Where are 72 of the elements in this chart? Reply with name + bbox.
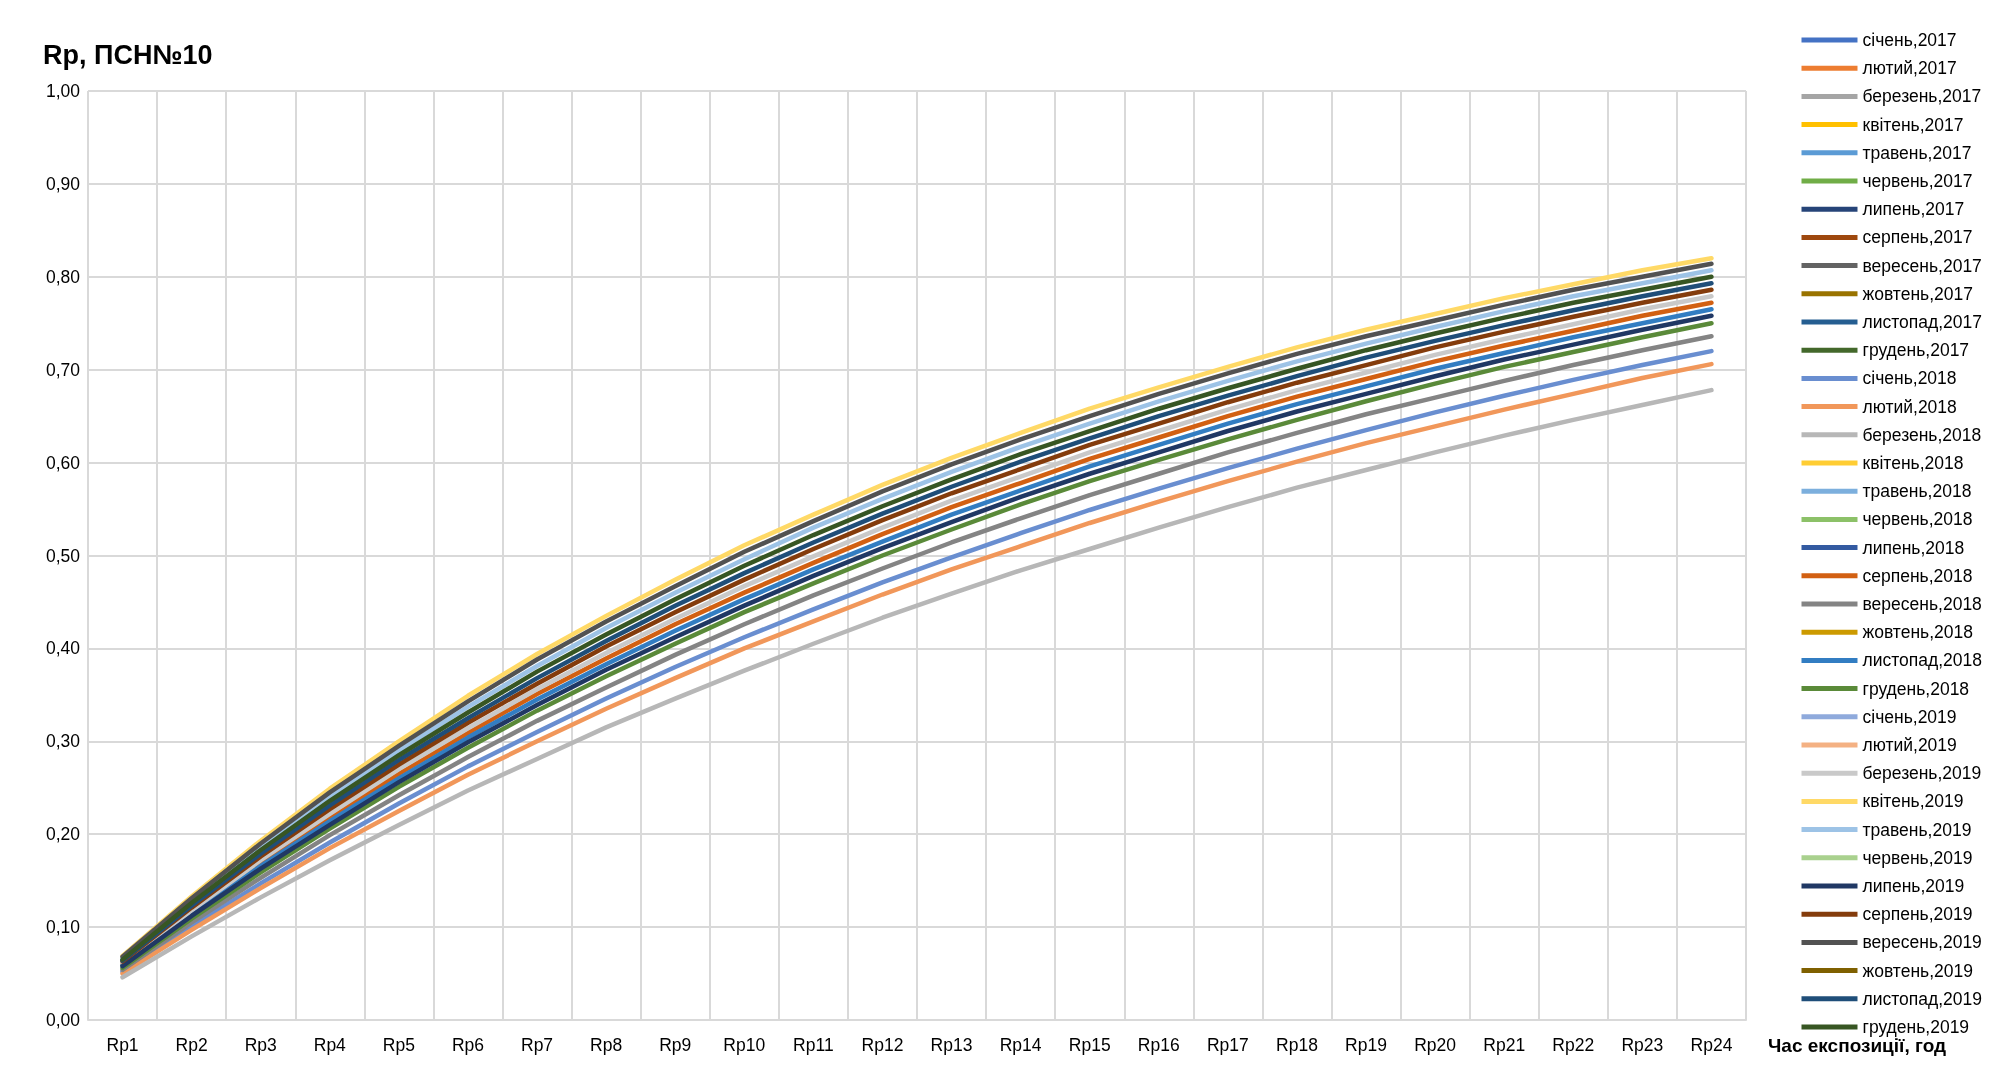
legend-label: липень,2018 [1862,537,1965,558]
legend-label: квітень,2019 [1862,791,1964,812]
x-tick-label: Rp24 [1690,1035,1733,1055]
legend-label: березень,2018 [1862,424,1982,445]
legend-label: березень,2017 [1862,86,1982,107]
legend-label: вересень,2017 [1862,255,1982,276]
x-tick-label: Rp11 [793,1035,834,1055]
y-tick-label: 1,00 [45,81,81,101]
legend-label: лютий,2019 [1862,735,1957,755]
x-tick-label: Rp5 [382,1035,415,1055]
legend-label: жовтень,2017 [1862,283,1973,304]
legend-label: грудень,2017 [1862,340,1970,361]
legend-label: квітень,2017 [1862,114,1964,135]
x-tick-label: Rp8 [590,1035,623,1055]
legend-label: лютий,2018 [1862,396,1957,417]
y-tick-label: 0,40 [45,638,81,659]
legend-label: липень,2019 [1862,876,1965,896]
y-tick-label: 0,20 [45,824,81,845]
legend-label: травень,2017 [1862,142,1972,163]
legend-label: червень,2017 [1862,171,1973,191]
legend-label: серпень,2017 [1862,227,1973,248]
x-tick-label: Rp4 [313,1035,347,1055]
y-tick-label: 0,60 [45,452,81,473]
x-tick-label: Rp18 [1276,1035,1318,1055]
legend-label: січень,2017 [1862,30,1957,50]
legend-label: березень,2019 [1862,763,1982,784]
legend-label: січень,2019 [1862,706,1957,727]
legend-label: вересень,2018 [1862,594,1982,614]
legend-label: листопад,2019 [1862,988,1983,1009]
y-tick-label: 0,50 [45,545,81,566]
x-tick-label: Rp17 [1206,1035,1249,1055]
legend-label: грудень,2018 [1862,678,1970,699]
legend-label: серпень,2019 [1862,904,1973,925]
x-tick-label: Rp1 [106,1035,139,1055]
y-tick-label: 0,80 [45,266,81,287]
x-tick-label: Rp20 [1414,1035,1457,1055]
x-tick-label: Rp9 [659,1035,692,1055]
legend-label: липень,2017 [1862,199,1965,220]
legend-label: лютий,2017 [1862,58,1957,79]
legend-label: травень,2018 [1862,481,1972,502]
chart-title: Rp, ПСН№10 [43,39,213,70]
legend-label: жовтень,2019 [1862,960,1973,981]
legend-label: червень,2018 [1862,509,1973,530]
legend-label: травень,2019 [1862,819,1972,840]
x-tick-label: Rp7 [520,1035,554,1055]
legend-label: серпень,2018 [1862,565,1973,586]
x-tick-label: Rp19 [1345,1035,1387,1055]
x-tick-label: Rp22 [1552,1035,1595,1055]
x-tick-label: Rp12 [861,1035,904,1055]
x-tick-label: Rp15 [1068,1035,1111,1055]
legend-label: січень,2018 [1862,368,1957,389]
x-tick-label: Rp23 [1621,1035,1664,1055]
legend-label: листопад,2017 [1862,312,1983,332]
x-tick-label: Rp21 [1483,1035,1526,1055]
x-tick-label: Rp2 [175,1035,208,1055]
y-tick-label: 0,90 [45,173,81,194]
y-tick-label: 0,10 [45,917,81,938]
legend-label: червень,2019 [1862,847,1973,868]
legend-label: квітень,2018 [1862,453,1964,473]
x-tick-label: Rp14 [999,1035,1042,1055]
x-tick-label: Rp16 [1137,1035,1180,1055]
y-tick-label: 0,00 [45,1010,81,1030]
x-tick-label: Rp6 [451,1035,485,1055]
legend-label: листопад,2018 [1862,650,1983,671]
y-tick-label: 0,70 [45,359,81,380]
x-tick-label: Rp3 [244,1035,277,1055]
x-tick-label: Rp10 [723,1035,766,1055]
legend-label: вересень,2019 [1862,932,1982,953]
x-tick-label: Rp13 [930,1035,973,1055]
y-tick-label: 0,30 [45,731,81,752]
legend-label: жовтень,2018 [1862,622,1973,643]
legend-label: грудень,2019 [1862,1017,1970,1037]
